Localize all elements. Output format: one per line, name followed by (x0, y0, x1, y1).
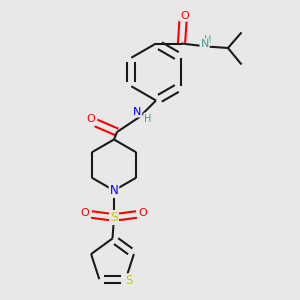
Text: N: N (133, 106, 141, 117)
Text: N: N (110, 184, 118, 197)
Text: S: S (125, 274, 132, 287)
Text: N: N (200, 39, 209, 49)
Text: S: S (110, 211, 118, 224)
Text: O: O (139, 208, 148, 218)
Text: O: O (180, 11, 189, 21)
Text: O: O (80, 208, 89, 218)
Text: O: O (86, 114, 95, 124)
Text: H: H (144, 113, 152, 124)
Text: H: H (204, 35, 211, 45)
